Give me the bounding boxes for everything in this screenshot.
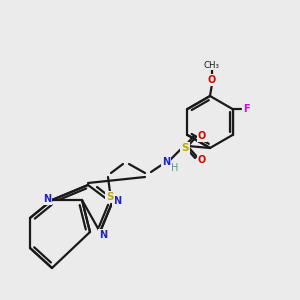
Text: O: O (198, 131, 206, 141)
Text: S: S (106, 192, 114, 202)
Text: O: O (208, 75, 216, 85)
Text: CH₃: CH₃ (204, 61, 220, 70)
Text: H: H (171, 163, 179, 173)
Text: O: O (198, 155, 206, 165)
Text: N: N (43, 194, 51, 204)
Text: N: N (113, 196, 121, 206)
Text: F: F (243, 104, 250, 114)
Text: F: F (243, 104, 250, 114)
Text: N: N (99, 230, 107, 240)
Text: N: N (43, 194, 51, 204)
Text: N: N (113, 196, 121, 206)
Text: S: S (106, 192, 114, 202)
Text: O: O (198, 155, 206, 165)
Text: O: O (198, 131, 206, 141)
Text: CH₃: CH₃ (204, 61, 220, 70)
Text: H: H (171, 163, 179, 173)
Text: N: N (162, 157, 170, 167)
Text: S: S (181, 143, 189, 153)
Text: N: N (99, 230, 107, 240)
Text: S: S (181, 143, 189, 153)
Text: N: N (162, 157, 170, 167)
Text: O: O (208, 75, 216, 85)
